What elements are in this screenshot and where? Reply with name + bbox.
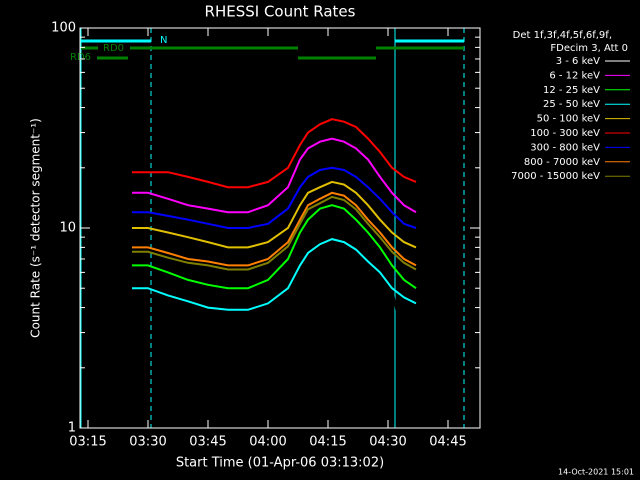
footer: 14-Oct-2021 15:01: [558, 468, 634, 477]
legend-label: 50 - 100 keV: [537, 114, 601, 125]
x-tick-label: 03:15: [69, 435, 106, 450]
legend-title: Det 1f,3f,4f,5f,6f,9f,: [513, 30, 612, 41]
flag-label: RD6: [70, 52, 91, 63]
x-tick-label: 04:15: [309, 435, 346, 450]
series-line: [132, 238, 417, 311]
series-line: [132, 195, 417, 271]
y-axis-label: Count Rate (s⁻¹ detector segment⁻¹): [29, 118, 43, 338]
series-line: [132, 180, 417, 249]
chart-title: RHESSI Count Rates: [205, 3, 356, 21]
legend-label: 100 - 300 keV: [530, 128, 600, 139]
series-line: [132, 204, 417, 290]
y-tick-label: 1: [68, 421, 76, 436]
flag-label: RD0: [103, 43, 124, 54]
legend-label: 25 - 50 keV: [543, 99, 600, 110]
x-tick-label: 04:30: [369, 435, 406, 450]
x-tick-label: 04:45: [429, 435, 466, 450]
legend-label: 800 - 7000 keV: [524, 157, 600, 168]
legend-label: 7000 - 15000 keV: [511, 171, 600, 182]
series-line: [132, 137, 417, 214]
y-tick-label: 100: [51, 21, 76, 36]
series-line: [132, 191, 417, 267]
legend-label: 3 - 6 keV: [556, 56, 600, 67]
series-line: [132, 166, 417, 229]
x-axis-label: Start Time (01-Apr-06 03:13:02): [176, 456, 384, 471]
x-tick-label: 04:00: [249, 435, 286, 450]
series-line: [132, 118, 417, 189]
legend-title: FDecim 3, Att 0: [550, 43, 628, 54]
y-tick-label: 10: [59, 221, 76, 236]
legend-label: 300 - 800 keV: [530, 142, 600, 153]
legend-label: 6 - 12 keV: [549, 70, 600, 81]
flag-label: N: [160, 35, 167, 46]
x-tick-label: 03:30: [129, 435, 166, 450]
x-tick-label: 03:45: [189, 435, 226, 450]
legend-label: 12 - 25 keV: [543, 85, 600, 96]
